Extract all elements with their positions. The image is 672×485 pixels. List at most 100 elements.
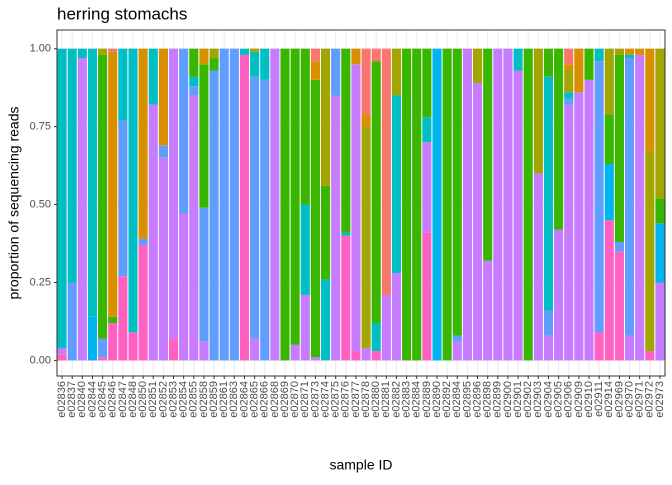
bar-segment bbox=[604, 48, 614, 115]
x-tick-label: e02871 bbox=[299, 381, 311, 418]
x-tick-label: e02847 bbox=[117, 381, 129, 418]
plot-background bbox=[57, 30, 665, 376]
bar-segment bbox=[645, 351, 655, 361]
x-tick-label: e02972 bbox=[644, 381, 656, 418]
bar-segment bbox=[98, 48, 108, 55]
x-axis-title: sample ID bbox=[329, 457, 392, 473]
bar-segment bbox=[250, 51, 260, 77]
bar-segment bbox=[320, 185, 331, 280]
y-tick-label: 0.25 bbox=[30, 276, 51, 288]
x-tick-label: e02878 bbox=[360, 381, 372, 418]
bar-segment bbox=[655, 198, 665, 224]
x-tick-label: e02914 bbox=[603, 381, 615, 418]
x-tick-label: e02870 bbox=[289, 381, 301, 418]
bar-segment bbox=[331, 95, 341, 361]
bar-segment bbox=[239, 54, 250, 361]
plot-border bbox=[56, 29, 666, 377]
x-tick-label: e02877 bbox=[350, 381, 362, 418]
bar-segment bbox=[189, 86, 199, 96]
bar-segment bbox=[564, 48, 574, 65]
bar-segment bbox=[351, 48, 361, 65]
bar-segment bbox=[199, 48, 209, 65]
bar-segment bbox=[209, 70, 219, 361]
x-tick-label: e02869 bbox=[279, 381, 291, 418]
bar-segment bbox=[624, 58, 635, 336]
bar-segment bbox=[67, 282, 77, 361]
bar-segment bbox=[209, 48, 219, 59]
bar-segment bbox=[381, 294, 391, 361]
bar-segment bbox=[604, 164, 614, 221]
bar-segment bbox=[513, 70, 523, 361]
bar-segment bbox=[533, 48, 543, 174]
x-tick-label: e02865 bbox=[249, 381, 261, 418]
x-tick-label: e02889 bbox=[421, 381, 433, 418]
bar-segment bbox=[138, 245, 148, 361]
bar-segment bbox=[635, 54, 645, 361]
bar-segment bbox=[371, 351, 381, 361]
bar-segment bbox=[391, 48, 402, 96]
bar-segment bbox=[523, 48, 533, 361]
bar-segment bbox=[381, 48, 391, 295]
y-tick-label: 0.00 bbox=[30, 354, 51, 366]
x-tick-label: e02863 bbox=[228, 381, 240, 418]
bar-segment bbox=[351, 351, 361, 361]
x-tick-label: e02837 bbox=[66, 381, 78, 418]
x-tick-label: e02890 bbox=[431, 381, 443, 418]
x-tick-label: e02898 bbox=[482, 381, 494, 418]
bar-segment bbox=[310, 79, 320, 358]
bar-segment bbox=[199, 207, 209, 342]
bar-segment bbox=[635, 48, 645, 55]
bar-segment bbox=[77, 48, 87, 59]
bar-segment bbox=[87, 316, 98, 361]
bar-segment bbox=[158, 48, 168, 146]
bar-segment bbox=[57, 48, 67, 348]
bar-segment bbox=[280, 48, 290, 361]
bar-segment bbox=[472, 48, 483, 83]
x-tick-label: e02881 bbox=[380, 381, 392, 418]
bar-segment bbox=[604, 220, 614, 361]
bar-segment bbox=[341, 48, 351, 233]
x-tick-label: e02883 bbox=[401, 381, 413, 418]
bar-segment bbox=[118, 48, 128, 121]
bar-segment bbox=[209, 58, 219, 71]
x-tick-label: e02905 bbox=[553, 381, 565, 418]
bar-segment bbox=[624, 48, 635, 55]
x-tick-label: e02884 bbox=[411, 381, 423, 418]
bar-segment bbox=[128, 48, 138, 333]
bar-segment bbox=[371, 61, 381, 324]
x-tick-label: e02903 bbox=[532, 381, 544, 418]
bar-segment bbox=[645, 48, 655, 152]
x-tick-label: e02861 bbox=[218, 381, 230, 418]
bar-segment bbox=[239, 48, 250, 55]
bar-segment bbox=[87, 48, 98, 317]
bar-segment bbox=[98, 54, 108, 339]
bar-segment bbox=[341, 235, 351, 361]
bar-segment bbox=[493, 48, 503, 361]
bar-segment bbox=[229, 48, 239, 361]
x-tick-label: e02855 bbox=[188, 381, 200, 418]
bar-segment bbox=[168, 48, 179, 339]
x-tick-label: e02901 bbox=[512, 381, 524, 418]
bar-segment bbox=[148, 104, 158, 361]
bar-segment bbox=[391, 95, 402, 274]
bar-segment bbox=[584, 79, 594, 361]
x-tick-label: e02892 bbox=[441, 381, 453, 418]
bar-segment bbox=[108, 316, 118, 324]
x-tick-label: e02876 bbox=[340, 381, 352, 418]
bar-segment bbox=[543, 335, 554, 361]
bar-segment bbox=[513, 48, 523, 71]
bar-segment bbox=[391, 273, 402, 361]
y-tick-label: 1.00 bbox=[30, 43, 51, 55]
x-tick-label: e02896 bbox=[471, 381, 483, 418]
x-tick-label: e02846 bbox=[107, 381, 119, 418]
x-tick-label: e02902 bbox=[522, 381, 534, 418]
bar-segment bbox=[452, 341, 462, 361]
x-tick-label: e02859 bbox=[208, 381, 220, 418]
bar-segment bbox=[310, 357, 320, 361]
x-tick-label: e02848 bbox=[127, 381, 139, 418]
bar-segment bbox=[594, 332, 604, 361]
bar-segment bbox=[77, 58, 87, 361]
bar-segment bbox=[290, 48, 300, 345]
bar-segment bbox=[128, 332, 138, 361]
bar-segment bbox=[118, 120, 128, 277]
